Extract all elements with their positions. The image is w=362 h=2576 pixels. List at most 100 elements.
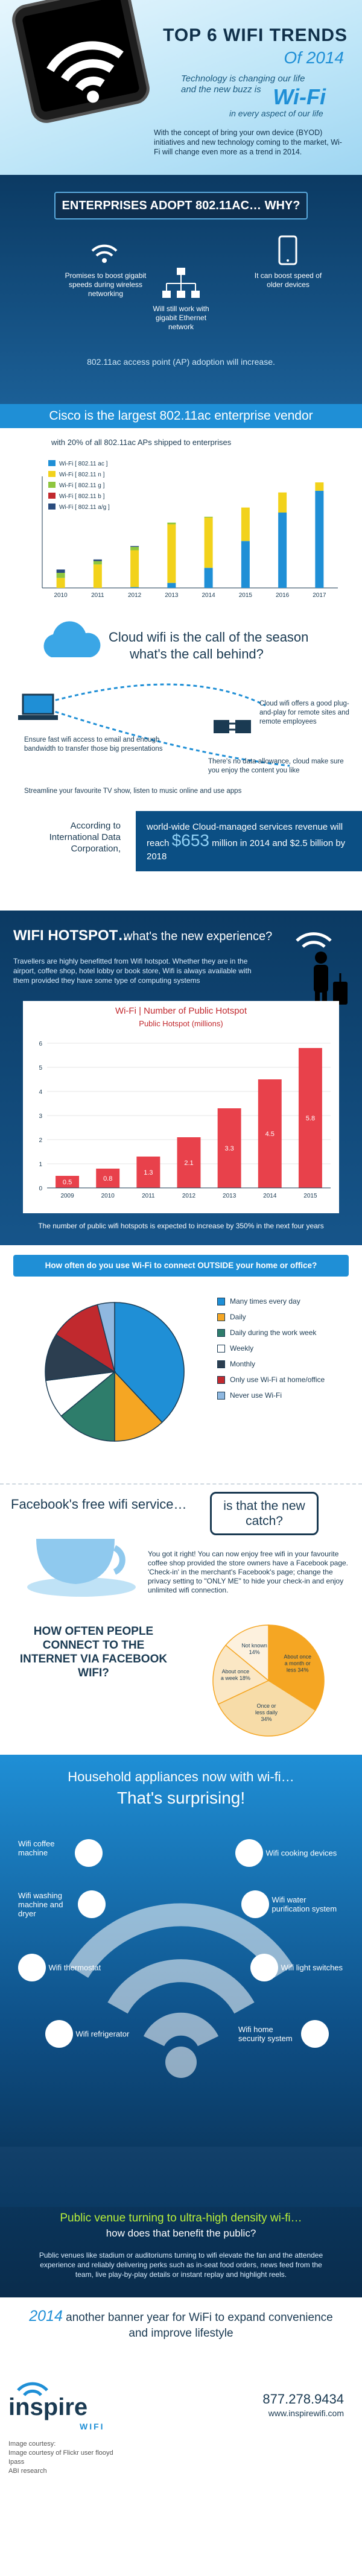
appliance-coffee-label: Wifi coffee machine [18, 1839, 55, 1858]
legend-label: Wi-Fi [ 802.11 g ] [59, 482, 105, 489]
credit-line: ABI research [8, 2467, 47, 2475]
x-tick-label: 2013 [165, 592, 179, 599]
cisco-subtitle: with 20% of all 802.11ac APs shipped to … [51, 438, 232, 447]
slice-label: About once a month or less 34% [284, 1654, 311, 1673]
bar [278, 492, 287, 513]
cloud-section: Cloud wifi is the call of the season wha… [0, 609, 362, 911]
cloud-connections [36, 683, 290, 767]
hero-wifi-word: Wi-Fi [273, 84, 326, 109]
hotspot-body: Travellers are highly benefitted from Wi… [13, 957, 252, 985]
bar [93, 564, 102, 588]
bar [204, 517, 213, 568]
x-tick-label: 2016 [276, 592, 290, 599]
bar [217, 1108, 241, 1188]
legend-swatch [217, 1391, 225, 1400]
bar [298, 1048, 322, 1188]
legend-label: Never use Wi-Fi [230, 1391, 282, 1400]
network-icon [162, 268, 200, 298]
x-tick-label: 2015 [239, 592, 253, 599]
household-title-2: That's surprising! [116, 1788, 246, 1807]
bar [93, 561, 102, 565]
legend-swatch [217, 1313, 225, 1321]
x-tick-label: 2015 [303, 1193, 317, 1199]
legend-swatch [217, 1375, 225, 1384]
data-label: 1.3 [144, 1169, 153, 1176]
hero-intro: With the concept of bring your own devic… [154, 128, 342, 156]
usage-section: How often do you use Wi-Fi to connect OU… [0, 1245, 362, 1483]
y-tick-label: 1 [39, 1161, 42, 1168]
appliance-light: Wifi light switches [250, 1954, 359, 1981]
bar [56, 573, 65, 578]
closing-section: 2014 another banner year for WiFi to exp… [0, 2297, 362, 2358]
phone-icon [278, 235, 297, 265]
pie-slice [55, 1304, 116, 1373]
cloud-point-4: Streamline your favourite TV show, liste… [24, 788, 242, 795]
hero-year: Of 2014 [284, 48, 344, 67]
legend-label: Monthly [230, 1360, 256, 1368]
bar [136, 1157, 160, 1188]
hotspot-footnote: The number of public wifi hotspots is ex… [38, 1222, 324, 1230]
legend-label: Daily during the work week [230, 1328, 317, 1337]
enterprise-banner-text: ENTERPRISES ADOPT 802.11AC… WHY? [62, 199, 300, 212]
footer-section: inspire WIFI 877.278.9434 www.inspirewif… [0, 2358, 362, 2576]
pie-slice [97, 1302, 115, 1372]
public-body: Public venues like stadium or auditorium… [39, 2251, 323, 2279]
refrigerator-icon [45, 2020, 73, 2048]
enterprise-banner: ENTERPRISES ADOPT 802.11AC… WHY? [54, 192, 308, 219]
traveller-icon [296, 932, 348, 1011]
hero-section: TOP 6 WIFI TRENDS Of 2014 Technology is … [0, 0, 362, 175]
hero-tagline-1: Technology is changing our life [181, 74, 305, 84]
data-label: 2.1 [184, 1160, 193, 1167]
enterprise-reason-3: It can boost speed of older devices [254, 271, 322, 289]
cloud-icon [43, 621, 101, 657]
laptop-icon [18, 693, 58, 720]
facebook-title-right: is that the new catch? [223, 1499, 305, 1528]
appliance-water-label: Wifi water purification system [272, 1895, 337, 1913]
legend-swatch [48, 460, 56, 466]
idc-note: According to International Data Corporat… [49, 821, 121, 854]
thermostat-icon [18, 1954, 46, 1981]
water-purifier-icon [241, 1890, 269, 1918]
cisco-banner: Cisco is the largest 802.11ac enterprise… [0, 404, 362, 428]
revenue-amount: $653 [171, 831, 209, 850]
footer-logo: inspire WIFI [8, 2375, 153, 2431]
legend-label: Wi-Fi [ 802.11 n ] [59, 472, 105, 478]
footer-url[interactable]: www.inspirewifi.com [268, 2408, 344, 2418]
pie-slice [225, 1624, 269, 1682]
bar [241, 541, 250, 588]
bar [93, 559, 102, 561]
hero-tagline-2: and the new buzz is [181, 84, 261, 95]
x-tick-label: 2013 [223, 1193, 237, 1199]
footer-phone: 877.278.9434 [262, 2391, 344, 2407]
legend-swatch [217, 1360, 225, 1368]
bar [130, 546, 139, 551]
bar [56, 578, 65, 588]
enterprise-adoption: 802.11ac access point (AP) adoption will… [87, 357, 275, 367]
cloud-title-1: Cloud wifi is the call of the season [109, 630, 309, 645]
legend-label: Only use Wi-Fi at home/office [230, 1375, 325, 1384]
legend-item: Daily during the work week [217, 1328, 356, 1337]
facebook-section: Facebook's free wifi service… is that th… [0, 1483, 362, 1755]
household-title-1: Household appliances now with wi-fi… [68, 1769, 294, 1784]
revenue-text-1: world-wide Cloud-managed services revenu… [147, 822, 343, 848]
credit-line: Image courtesy: [8, 2440, 56, 2448]
y-tick-label: 2 [39, 1137, 42, 1144]
legend-swatch [217, 1344, 225, 1353]
closing-year: 2014 [29, 2308, 63, 2325]
cloud-point-1: Cloud wifi offers a good plug-and-play f… [259, 700, 349, 725]
bar [241, 507, 250, 541]
cooking-device-icon [235, 1839, 263, 1867]
revenue-box: world-wide Cloud-managed services revenu… [136, 811, 362, 871]
x-tick-label: 2009 [60, 1193, 74, 1199]
wifi-icon [17, 2382, 48, 2396]
y-tick-label: 0 [39, 1185, 42, 1192]
legend-item: Only use Wi-Fi at home/office [217, 1375, 356, 1384]
facebook-pie-chart: About once a month or less 34% Once or less … [212, 1624, 325, 1737]
appliance-light-label: Wifi light switches [281, 1963, 343, 1972]
appliance-fridge: Wifi refrigerator [45, 2020, 166, 2048]
legend-item: Daily [217, 1313, 356, 1321]
legend-label: Many times every day [230, 1297, 300, 1305]
slice-label: Once or less daily 34% [255, 1703, 278, 1722]
legend-label: Wi-Fi [ 802.11 a/g ] [59, 504, 110, 511]
legend-item: Never use Wi-Fi [217, 1391, 356, 1400]
